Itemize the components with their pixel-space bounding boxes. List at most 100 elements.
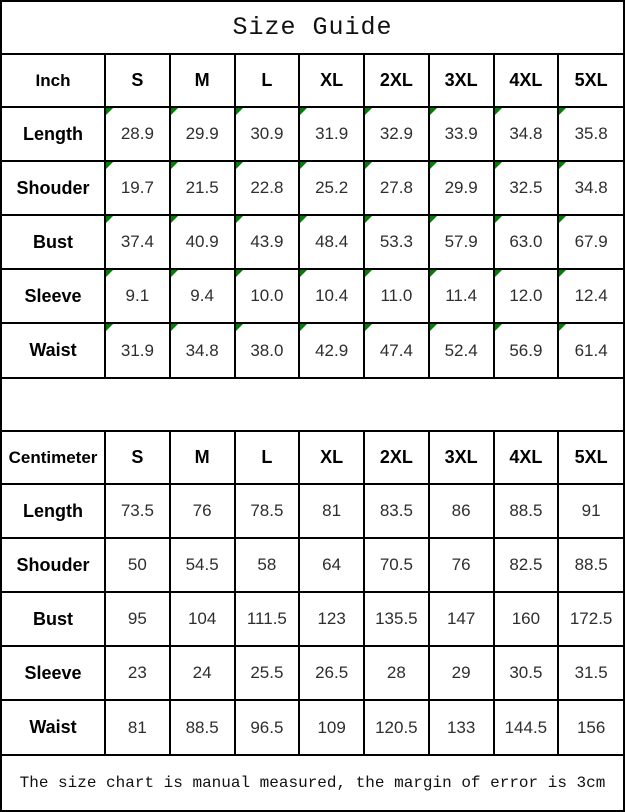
size-value: 37.4 — [120, 232, 154, 251]
size-value-cell: 42.9 — [298, 322, 365, 378]
size-value: 29.9 — [185, 124, 219, 143]
size-value-cell: 37.4 — [104, 214, 171, 270]
table-spacer — [2, 377, 623, 432]
size-value: 34.8 — [574, 178, 608, 197]
corner-flag-icon — [495, 163, 502, 169]
size-value-cell: 123 — [298, 591, 365, 647]
size-value-cell: 43.9 — [233, 214, 301, 270]
table-row: Length 28.9 29.9 30.9 31.9 32.9 33.9 34.… — [1, 106, 624, 162]
size-value: 48.4 — [315, 232, 349, 251]
size-value: 32.9 — [379, 124, 413, 143]
measurement-label-cell: Waist — [1, 699, 106, 755]
size-value-cell: 147 — [427, 591, 495, 647]
size-value-cell: 172.5 — [557, 591, 624, 647]
size-value-cell: 133 — [427, 699, 495, 755]
size-value: 21.5 — [185, 178, 219, 197]
size-header-cell: 5XL — [557, 54, 624, 108]
size-value: 28.9 — [120, 124, 154, 143]
size-value-cell: 11.0 — [363, 268, 430, 324]
size-value: 12.4 — [574, 286, 608, 305]
size-value-cell: 31.5 — [557, 645, 624, 701]
size-value-cell: 9.1 — [104, 268, 171, 324]
page-title: Size Guide — [2, 2, 623, 55]
size-value-cell: 29.9 — [427, 160, 495, 216]
size-header-cell: L — [233, 431, 301, 485]
table-row: Length 73.5 76 78.5 81 83.5 86 88.5 91 — [1, 483, 624, 539]
unit-header-cell: Inch — [1, 54, 106, 108]
measurement-label-cell: Length — [1, 483, 106, 539]
size-value-cell: 25.2 — [298, 160, 365, 216]
size-value-cell: 120.5 — [363, 699, 430, 755]
size-value: 10.4 — [315, 286, 349, 305]
table-row: Shouder 50 54.5 58 64 70.5 76 82.5 88.5 — [1, 537, 624, 593]
corner-flag-icon — [171, 271, 178, 277]
table-row: Waist 31.9 34.8 38.0 42.9 47.4 52.4 56.9… — [1, 322, 624, 378]
table-row: Bust 37.4 40.9 43.9 48.4 53.3 57.9 63.0 … — [1, 214, 624, 270]
corner-flag-icon — [560, 217, 567, 223]
corner-flag-icon — [495, 217, 502, 223]
size-value-cell: 73.5 — [104, 483, 171, 539]
size-value-cell: 88.5 — [492, 483, 560, 539]
size-header-cell: 2XL — [363, 431, 430, 485]
size-value: 11.0 — [380, 286, 413, 305]
corner-flag-icon — [430, 217, 437, 223]
size-header-cell: L — [233, 54, 301, 108]
size-value-cell: 12.4 — [557, 268, 624, 324]
table-row: Sleeve 9.1 9.4 10.0 10.4 11.0 11.4 12.0 … — [1, 268, 624, 324]
corner-flag-icon — [365, 271, 372, 277]
cm-size-table: Centimeter S M L XL 2XL 3XL 4XL 5XL Leng… — [1, 431, 624, 755]
inch-size-table: Inch S M L XL 2XL 3XL 4XL 5XL Length 28.… — [1, 54, 624, 378]
size-value: 40.9 — [185, 232, 219, 251]
size-value-cell: 111.5 — [233, 591, 301, 647]
size-value: 32.5 — [509, 178, 543, 197]
size-value-cell: 28 — [363, 645, 430, 701]
size-value-cell: 63.0 — [492, 214, 560, 270]
size-value-cell: 19.7 — [104, 160, 171, 216]
size-value-cell: 81 — [104, 699, 171, 755]
size-value: 56.9 — [509, 340, 543, 360]
size-value-cell: 32.9 — [363, 106, 430, 162]
size-value-cell: 9.4 — [168, 268, 236, 324]
size-value: 9.4 — [190, 286, 214, 305]
size-value-cell: 34.8 — [168, 322, 236, 378]
size-value-cell: 78.5 — [233, 483, 301, 539]
corner-flag-icon — [236, 109, 243, 115]
size-value-cell: 12.0 — [492, 268, 560, 324]
table-row: Shouder 19.7 21.5 22.8 25.2 27.8 29.9 32… — [1, 160, 624, 216]
size-value-cell: 96.5 — [233, 699, 301, 755]
measurement-label-cell: Shouder — [1, 160, 106, 216]
size-header-cell: M — [168, 431, 236, 485]
size-value: 57.9 — [444, 232, 478, 251]
size-value-cell: 156 — [557, 699, 624, 755]
corner-flag-icon — [365, 325, 372, 331]
size-header-cell: S — [104, 54, 171, 108]
corner-flag-icon — [301, 271, 308, 277]
size-value-cell: 61.4 — [557, 322, 624, 378]
measurement-label-cell: Bust — [1, 591, 106, 647]
size-value: 12.0 — [509, 286, 543, 305]
corner-flag-icon — [236, 163, 243, 169]
size-value: 11.4 — [445, 286, 478, 305]
size-value-cell: 29 — [427, 645, 495, 701]
size-value-cell: 160 — [492, 591, 560, 647]
corner-flag-icon — [171, 325, 178, 331]
size-value-cell: 22.8 — [233, 160, 301, 216]
corner-flag-icon — [106, 271, 113, 277]
unit-header-cell: Centimeter — [1, 431, 106, 485]
corner-flag-icon — [560, 325, 567, 331]
size-value-cell: 25.5 — [233, 645, 301, 701]
measurement-label-cell: Waist — [1, 322, 106, 378]
size-value-cell: 83.5 — [363, 483, 430, 539]
size-value: 34.8 — [185, 340, 219, 360]
size-header-cell: S — [104, 431, 171, 485]
table-row: Sleeve 23 24 25.5 26.5 28 29 30.5 31.5 — [1, 645, 624, 701]
size-header-cell: XL — [298, 54, 365, 108]
size-value-cell: 64 — [298, 537, 365, 593]
measurement-label-cell: Shouder — [1, 537, 106, 593]
size-header-cell: 4XL — [492, 54, 560, 108]
size-value: 47.4 — [379, 340, 413, 360]
size-value-cell: 88.5 — [557, 537, 624, 593]
size-value-cell: 109 — [298, 699, 365, 755]
table-row: Centimeter S M L XL 2XL 3XL 4XL 5XL — [1, 431, 624, 485]
corner-flag-icon — [106, 217, 113, 223]
